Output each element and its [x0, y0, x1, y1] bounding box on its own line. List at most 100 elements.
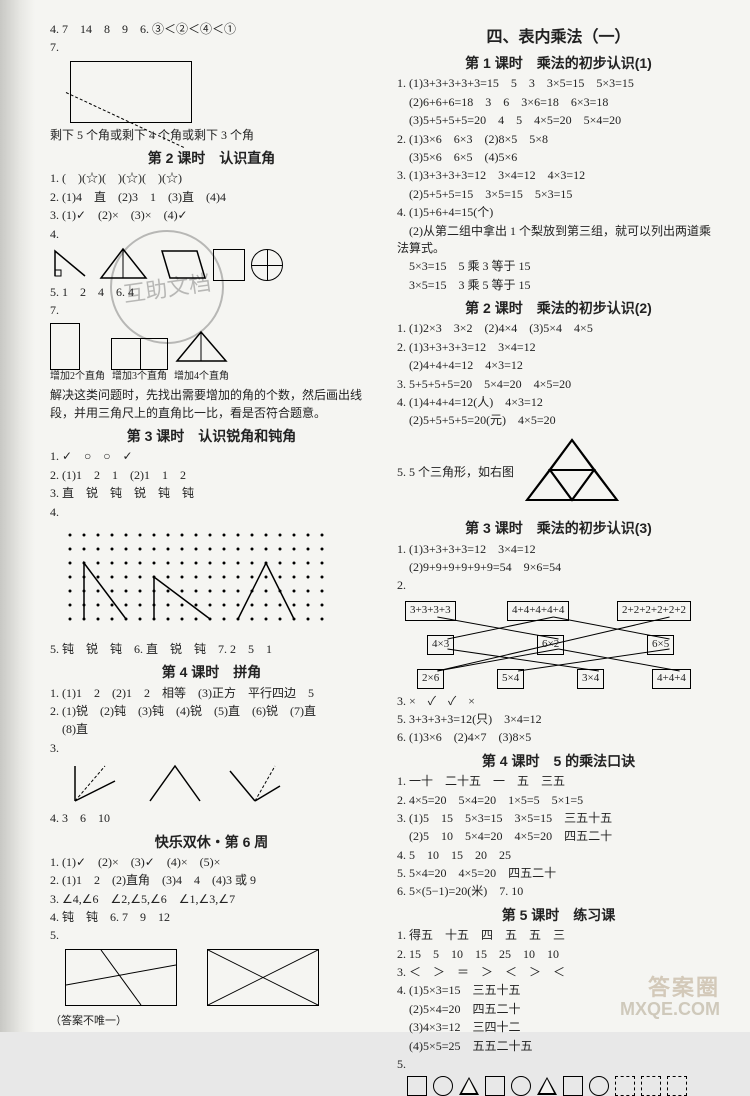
text-line: 1. (1)3+3+3+3+3=15 5 3 3×5=15 5×3=15 — [397, 75, 720, 92]
text-line: 1. 得五 十五 四 五 五 三 — [397, 927, 720, 944]
text-line: 5. 1 2 4 6. 4 — [50, 284, 373, 301]
text-line: 4. (1)4+4+4=12(人) 4×3=12 — [397, 394, 720, 411]
text-line: 5. 钝 锐 钝 6. 直 锐 钝 7. 2 5 1 — [50, 641, 373, 658]
text-line: 2. (1)锐 (2)钝 (3)钝 (4)锐 (5)直 (6)锐 (7)直 — [50, 703, 373, 720]
text-line: 1. (1)✓ (2)× (3)✓ (4)× (5)× — [50, 854, 373, 871]
text-line: 3. (1)3+3+3+3=12 3×4=12 4×3=12 — [397, 167, 720, 184]
text-line: 1. 一十 二十五 一 五 三五 — [397, 773, 720, 790]
text-line: 2. 4×5=20 5×4=20 1×5=5 5×1=5 — [397, 792, 720, 809]
text-line: (2)9+9+9+9+9+9=54 9×6=54 — [397, 559, 720, 576]
lesson-title: 第 4 课时 5 的乘法口诀 — [397, 751, 720, 771]
rectangle-diagonal-figure — [70, 61, 192, 123]
text-line: (2)5+5+5=15 3×5=15 5×3=15 — [397, 186, 720, 203]
text-line: 5. 3+3+3+3=12(只) 3×4=12 — [397, 711, 720, 728]
text-line: 2. (1)3+3+3+3=12 3×4=12 — [397, 339, 720, 356]
text-line: 剩下 5 个角或剩下 4 个角或剩下 3 个角 — [50, 127, 373, 144]
unit-title: 四、表内乘法（一） — [397, 26, 720, 49]
text-line: (2)从第二组中拿出 1 个梨放到第三组，就可以列出两道乘法算式。 — [397, 223, 720, 258]
text-line: 2. (1)1 2 1 (2)1 1 2 — [50, 467, 373, 484]
text-line: 4. (1)5+6+4=15(个) — [397, 204, 720, 221]
lesson-title: 第 2 课时 认识直角 — [50, 148, 373, 168]
text-line: 6. 5×(5−1)=20(米) 7. 10 — [397, 883, 720, 900]
box: 6×5 — [647, 635, 674, 655]
text-line: 3. (1)5 15 5×3=15 3×5=15 三五十五 — [397, 810, 720, 827]
text-line: 3. × ✓ ✓ × — [397, 693, 720, 710]
caption: 增加4个直角 — [174, 370, 229, 385]
box: 6×2 — [537, 635, 564, 655]
text-line: 4. 钝 钝 6. 7 9 12 — [50, 909, 373, 926]
text-line: (8)直 — [50, 721, 373, 738]
lesson-title: 第 2 课时 乘法的初步认识(2) — [397, 298, 720, 318]
angles-figure — [65, 761, 373, 806]
text-line: 4. — [50, 504, 373, 521]
text-line: 1. (1)3+3+3+3=12 3×4=12 — [397, 541, 720, 558]
text-line: 6. (1)3×6 (2)4×7 (3)8×5 — [397, 729, 720, 746]
text-line: 5×3=15 5 乘 3 等于 15 — [397, 258, 720, 275]
triangle-figure — [522, 435, 622, 510]
caption: 增加2个直角 — [50, 370, 105, 385]
dot-grid-figure — [60, 525, 373, 637]
lesson-title: 快乐双休・第 6 周 — [50, 832, 373, 852]
watermark-url: MXQE.COM — [620, 999, 720, 1020]
text-line: (3)5×6 6×5 (4)5×6 — [397, 149, 720, 166]
text-line: 3×5=15 3 乘 5 等于 15 — [397, 277, 720, 294]
right-column: 四、表内乘法（一） 第 1 课时 乘法的初步认识(1) 1. (1)3+3+3+… — [385, 20, 720, 1012]
text-line: 5. — [50, 927, 373, 944]
text-line: (2)5 10 5×4=20 4×5=20 四五二十 — [397, 828, 720, 845]
matching-diagram: 3+3+3+3 4+4+4+4+4 2+2+2+2+2+2 4×3 6×2 6×… — [397, 599, 720, 689]
shapes-figure — [50, 246, 373, 281]
text-line: 1. (1)2×3 3×2 (2)4×4 (3)5×4 4×5 — [397, 320, 720, 337]
text-line: 4. — [50, 226, 373, 243]
text-line: 4. 3 6 10 — [50, 810, 373, 827]
text-line: 5. — [397, 1056, 720, 1073]
two-rectangles-figure — [65, 949, 373, 1006]
lesson-title: 第 1 课时 乘法的初步认识(1) — [397, 53, 720, 73]
page: 互助文档 4. 7 14 8 9 6. ③＜②＜④＜① 7. 剩下 5 个角或剩… — [0, 0, 750, 1032]
text-line: 2. (1)4 直 (2)3 1 (3)直 (4)4 — [50, 189, 373, 206]
text-line: (3)5+5+5+5=20 4 5 4×5=20 5×4=20 — [397, 112, 720, 129]
watermark-text: 答案圈 — [648, 970, 720, 1002]
text-line: (2)6+6+6=18 3 6 3×6=18 6×3=18 — [397, 94, 720, 111]
text-line: 3. ∠4,∠6 ∠2,∠5,∠6 ∠1,∠3,∠7 — [50, 891, 373, 908]
text-line: 1. (1)1 2 (2)1 2 相等 (3)正方 平行四边 5 — [50, 685, 373, 702]
box: 3×4 — [577, 669, 604, 689]
text-line: (4)5×5=25 五五二十五 — [397, 1038, 720, 1055]
box: 4+4+4+4+4 — [507, 601, 569, 621]
text-line: (2)4+4+4=12 4×3=12 — [397, 357, 720, 374]
shapes-figure-2: 增加2个直角 增加3个直角 增加4个直角 — [50, 323, 373, 385]
text-line: 7. — [50, 39, 373, 56]
text-line: 2. (1)3×6 6×3 (2)8×5 5×8 — [397, 131, 720, 148]
text-line: 4. 5 10 15 20 25 — [397, 847, 720, 864]
text-line: 5. 5×4=20 4×5=20 四五二十 — [397, 865, 720, 882]
text-line: 2. (1)1 2 (2)直角 (3)4 4 (4)3 或 9 — [50, 872, 373, 889]
note-text: 解决这类问题时，先找出需要增加的角的个数，然后画出线段，并用三角尺上的直角比一比… — [50, 387, 373, 422]
box: 3+3+3+3 — [405, 601, 456, 621]
shape-sequence-figure — [407, 1076, 720, 1096]
left-column: 4. 7 14 8 9 6. ③＜②＜④＜① 7. 剩下 5 个角或剩下 4 个… — [50, 20, 385, 1012]
text-line: 1. ( )(☆)( )(☆)( )(☆) — [50, 170, 373, 187]
text-line: 2. — [397, 577, 720, 594]
text-line: 7. — [50, 302, 373, 319]
text-line: 3. 直 锐 钝 锐 钝 钝 — [50, 485, 373, 502]
box: 4+4+4 — [652, 669, 691, 689]
text-line: (2)5+5+5+5=20(元) 4×5=20 — [397, 412, 720, 429]
box: 2+2+2+2+2+2 — [617, 601, 691, 621]
box: 2×6 — [417, 669, 444, 689]
text-line: (3)4×3=12 三四十二 — [397, 1019, 720, 1036]
text-line: 1. ✓ ○ ○ ✓ — [50, 448, 373, 465]
text-line: 4. 7 14 8 9 6. ③＜②＜④＜① — [50, 21, 373, 38]
binding-shadow — [0, 0, 35, 1032]
text-line: 2. 15 5 10 15 25 10 10 — [397, 946, 720, 963]
text-line: 5. 5 个三角形，如右图 — [397, 464, 514, 481]
lesson-title: 第 3 课时 认识锐角和钝角 — [50, 426, 373, 446]
caption: 增加3个直角 — [111, 370, 168, 385]
lesson-title: 第 5 课时 练习课 — [397, 905, 720, 925]
text-line: 3. (1)✓ (2)× (3)× (4)✓ — [50, 207, 373, 224]
lesson-title: 第 4 课时 拼角 — [50, 662, 373, 682]
lesson-title: 第 3 课时 乘法的初步认识(3) — [397, 518, 720, 538]
footer-note: （答案不唯一） — [50, 1014, 373, 1030]
box: 5×4 — [497, 669, 524, 689]
text-line: 3. — [50, 740, 373, 757]
box: 4×3 — [427, 635, 454, 655]
text-line: 3. 5+5+5+5=20 5×4=20 4×5=20 — [397, 376, 720, 393]
